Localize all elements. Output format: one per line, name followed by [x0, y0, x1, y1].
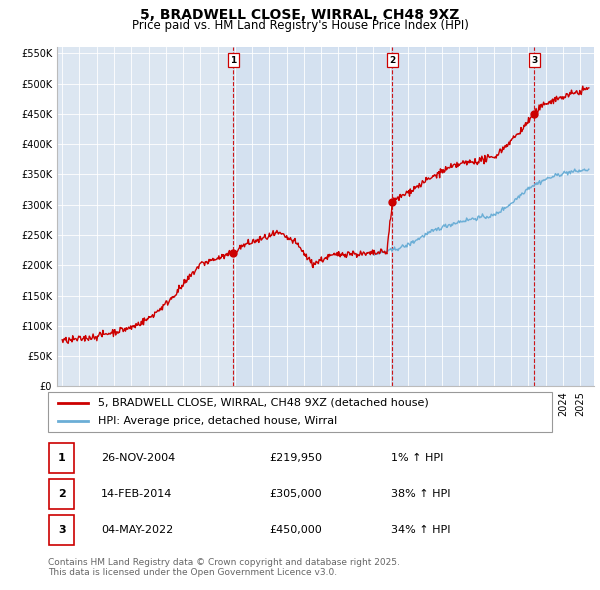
Text: 34% ↑ HPI: 34% ↑ HPI	[391, 525, 451, 535]
Text: 3: 3	[58, 525, 65, 535]
Text: 2: 2	[389, 55, 395, 64]
Text: 5, BRADWELL CLOSE, WIRRAL, CH48 9XZ (detached house): 5, BRADWELL CLOSE, WIRRAL, CH48 9XZ (det…	[98, 398, 429, 408]
Text: 26-NOV-2004: 26-NOV-2004	[101, 453, 175, 463]
FancyBboxPatch shape	[49, 479, 74, 509]
FancyBboxPatch shape	[49, 443, 74, 473]
Text: 38% ↑ HPI: 38% ↑ HPI	[391, 489, 451, 499]
Bar	[535, 47, 594, 386]
Text: 1: 1	[230, 55, 236, 64]
Text: 04-MAY-2022: 04-MAY-2022	[101, 525, 173, 535]
Text: Price paid vs. HM Land Registry's House Price Index (HPI): Price paid vs. HM Land Registry's House …	[131, 19, 469, 32]
Text: £305,000: £305,000	[270, 489, 322, 499]
Text: 5, BRADWELL CLOSE, WIRRAL, CH48 9XZ: 5, BRADWELL CLOSE, WIRRAL, CH48 9XZ	[140, 8, 460, 22]
Text: 1% ↑ HPI: 1% ↑ HPI	[391, 453, 443, 463]
Bar	[392, 47, 535, 386]
Text: HPI: Average price, detached house, Wirral: HPI: Average price, detached house, Wirr…	[98, 416, 338, 426]
Text: 1: 1	[58, 453, 65, 463]
Text: 14-FEB-2014: 14-FEB-2014	[101, 489, 172, 499]
FancyBboxPatch shape	[48, 392, 552, 432]
Text: 2: 2	[58, 489, 65, 499]
Text: 3: 3	[532, 55, 538, 64]
Text: £219,950: £219,950	[270, 453, 323, 463]
FancyBboxPatch shape	[49, 515, 74, 545]
Text: Contains HM Land Registry data © Crown copyright and database right 2025.
This d: Contains HM Land Registry data © Crown c…	[48, 558, 400, 577]
Text: £450,000: £450,000	[270, 525, 323, 535]
Bar	[233, 47, 392, 386]
